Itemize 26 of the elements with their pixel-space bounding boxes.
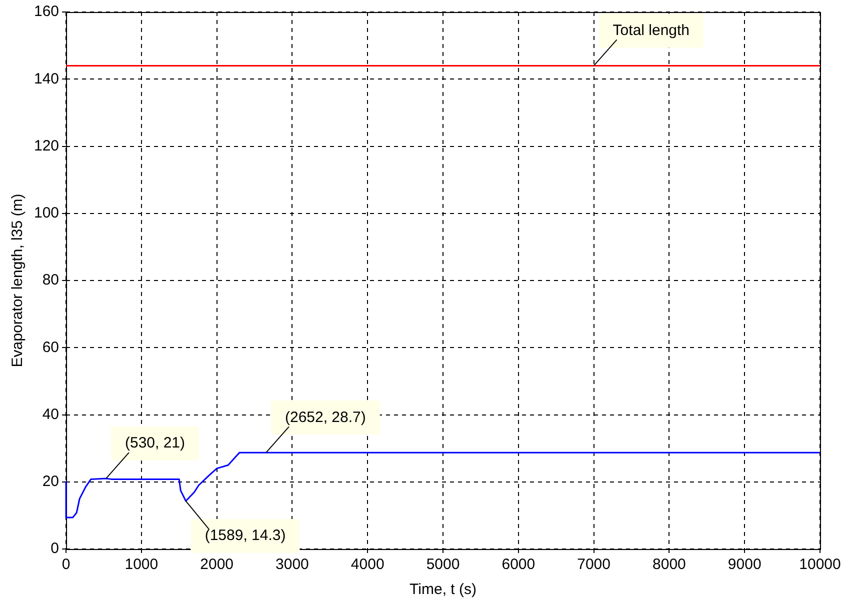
x-tick-label: 0	[62, 556, 70, 574]
x-tick-label: 6000	[502, 556, 536, 574]
x-tick-label: 9000	[728, 556, 762, 574]
y-tick-label: 160	[34, 3, 60, 20]
annotation: Total length	[612, 22, 690, 39]
y-tick-label: 100	[34, 204, 60, 222]
annotation: (530, 21)	[124, 434, 186, 452]
x-tick-label: 3000	[276, 556, 309, 574]
x-tick-label: 7000	[577, 556, 610, 574]
annotation: (1589, 14.3)	[204, 527, 286, 544]
y-tick-label: 60	[42, 338, 60, 356]
y-tick-label: 40	[42, 406, 60, 423]
x-tick-label: 1000	[124, 556, 158, 574]
x-tick-label: 10000	[799, 556, 841, 574]
annotation: (2652, 28.7)	[284, 408, 366, 426]
x-tick-label: 5000	[426, 556, 460, 574]
x-tick-label: 2000	[200, 556, 234, 574]
x-tick-label: 4000	[350, 556, 384, 574]
y-tick-label: 20	[42, 473, 60, 490]
x-tick-label: 8000	[652, 556, 686, 574]
y-axis-title: Evaporator length, l35 (m)	[9, 194, 26, 368]
x-axis-title: Time, t (s)	[410, 581, 476, 598]
y-tick-label: 80	[42, 272, 60, 289]
y-tick-label: 140	[34, 70, 60, 88]
y-tick-label: 0	[50, 540, 60, 558]
y-tick-label: 120	[34, 137, 60, 154]
